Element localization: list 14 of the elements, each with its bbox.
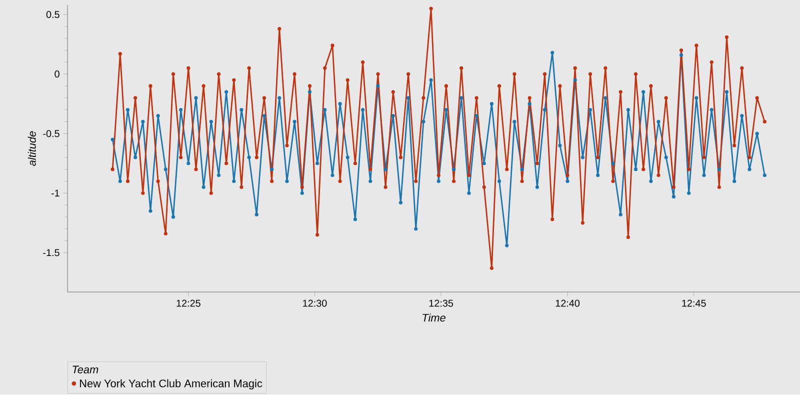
y-axis-title: altitude: [28, 131, 36, 166]
y-tick-label: -1.5: [43, 249, 60, 256]
x-tick-label: 12:45: [682, 300, 706, 307]
y-tick-label: 0: [54, 70, 60, 78]
x-tick-label: 12:25: [176, 300, 200, 307]
legend-title: Team: [72, 366, 98, 374]
x-tick-label: 12:35: [429, 300, 454, 307]
legend-label: New York Yacht Club American Magic: [80, 379, 262, 390]
x-tick-label: 12:40: [556, 300, 580, 307]
y-tick-label: -1: [51, 190, 60, 197]
x-axis-title: Time: [422, 314, 446, 322]
x-tick-label: 12:30: [303, 300, 327, 307]
y-tick-label: 0.5: [46, 11, 60, 18]
y-tick-label: -0.5: [43, 130, 60, 138]
